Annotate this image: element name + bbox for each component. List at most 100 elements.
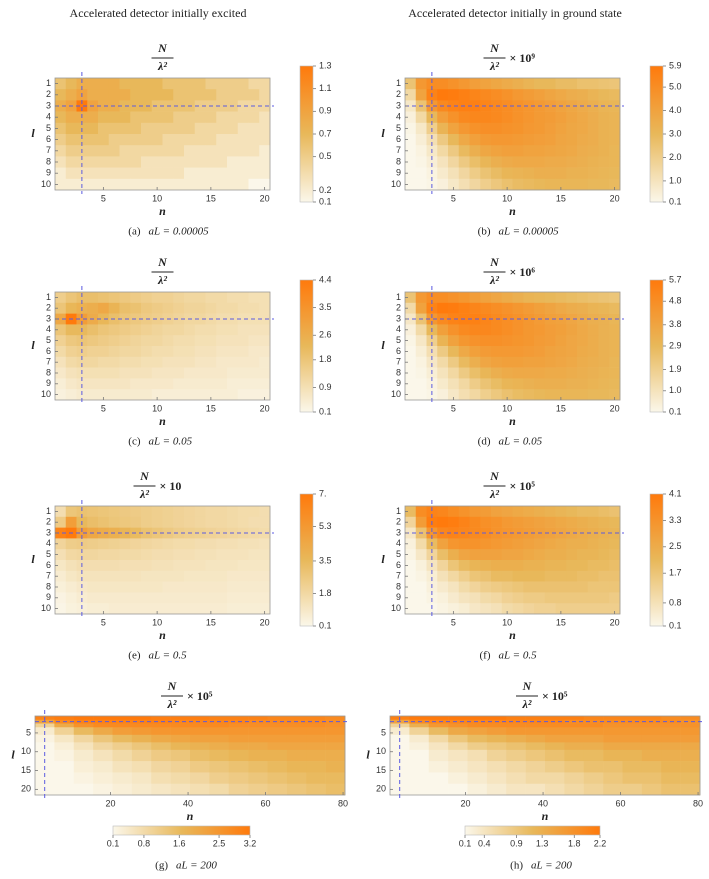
heat-cell: [259, 302, 271, 314]
heat-cell: [55, 134, 67, 146]
heat-cell: [205, 335, 217, 347]
y-tick-label: 6: [46, 134, 51, 144]
heat-cell: [209, 723, 230, 728]
heat-cell: [130, 549, 142, 561]
heat-cell: [448, 603, 460, 615]
heat-cell: [609, 592, 621, 604]
heat-cell: [55, 335, 67, 347]
heat-cell: [108, 560, 120, 572]
colorbar-tick-label: 1.6: [173, 838, 186, 848]
heat-cell: [141, 538, 153, 550]
heat-cell: [448, 302, 460, 314]
heat-cell: [448, 145, 460, 157]
heat-cell: [194, 178, 206, 191]
heat-cell: [491, 506, 503, 518]
heat-cell: [130, 581, 142, 593]
heat-cell: [55, 603, 67, 615]
heat-cell: [162, 292, 174, 304]
heat-cell: [566, 367, 578, 379]
heat-cell: [194, 122, 206, 135]
y-axis-label: l: [366, 747, 370, 761]
heat-cell: [577, 356, 589, 368]
heat-cell: [98, 178, 110, 191]
heat-cell: [112, 734, 133, 743]
heat-cell: [98, 167, 110, 180]
heat-cell: [415, 538, 427, 550]
heat-cell: [501, 560, 513, 572]
x-tick-label: 20: [610, 193, 620, 203]
heat-cell: [545, 716, 565, 721]
heat-cell: [130, 506, 142, 518]
heat-cell: [55, 538, 67, 550]
colorbar-tick-label: 1.8: [319, 354, 332, 364]
heat-cell: [205, 122, 217, 135]
heat-cell: [248, 734, 268, 743]
heat-cell: [437, 89, 449, 101]
colorbar-tick-label: 0.2: [319, 185, 332, 195]
heat-cell: [141, 516, 153, 528]
heat-cell: [437, 111, 449, 124]
heat-cell: [248, 516, 260, 528]
heat-cell: [65, 156, 77, 168]
heat-cell: [216, 178, 228, 191]
heat-cell: [598, 111, 610, 124]
heat-cell: [237, 570, 249, 582]
heat-cell: [184, 592, 196, 604]
heat-cell: [141, 292, 153, 304]
caption-text: aL = 0.05: [149, 436, 193, 448]
heat-cell: [405, 134, 417, 146]
heat-cell: [577, 378, 589, 390]
heat-cell: [194, 527, 206, 539]
y-tick-label: 1: [46, 292, 51, 302]
heat-cell: [428, 783, 449, 796]
title-numerator: N: [489, 469, 500, 483]
heat-cell: [98, 89, 110, 101]
colorbar-tick-label: 0.1: [319, 620, 332, 630]
heat-cell: [130, 389, 142, 401]
heat-cell: [259, 506, 271, 518]
heat-cell: [108, 292, 120, 304]
plot-frame: [404, 505, 621, 615]
heat-cell: [426, 378, 438, 390]
heat-cell: [458, 292, 470, 304]
heat-cell: [583, 742, 604, 751]
heat-cell: [523, 167, 535, 180]
heat-cell: [54, 723, 75, 728]
heat-cell: [141, 581, 153, 593]
heat-cell: [131, 772, 152, 785]
heat-cell: [577, 389, 589, 401]
caption-text: aL = 0.05: [499, 436, 543, 448]
heat-cell: [54, 727, 75, 736]
colorbar-tick-label: 1.9: [669, 364, 682, 374]
y-tick-label: 6: [396, 560, 401, 570]
title-factor: × 10⁹: [510, 51, 536, 65]
heat-cell: [73, 742, 94, 751]
heat-cell: [523, 122, 535, 135]
heat-cell: [248, 592, 260, 604]
heat-cell: [661, 727, 681, 736]
heat-cell: [205, 570, 217, 582]
column-header: Accelerated detector initially in ground…: [408, 6, 622, 20]
heat-cell: [566, 324, 578, 336]
heat-cell: [480, 570, 492, 582]
heat-cell: [65, 570, 77, 582]
heat-cell: [162, 134, 174, 146]
heat-cell: [162, 78, 174, 90]
colorbar-tick-label: 3.5: [319, 302, 332, 312]
heat-cell: [523, 178, 535, 191]
heat-cell: [409, 749, 430, 762]
heat-cell: [534, 335, 546, 347]
heat-cell: [227, 145, 239, 157]
heat-cell: [469, 560, 481, 572]
heat-cell: [512, 335, 524, 347]
x-tick-label: 10: [502, 403, 512, 413]
heat-cell: [259, 581, 271, 593]
heat-cell: [545, 742, 565, 751]
x-tick-label: 5: [451, 617, 456, 627]
heat-cell: [151, 167, 163, 180]
heat-cell: [437, 156, 449, 168]
heat-cell: [170, 772, 191, 785]
heat-cell: [587, 122, 599, 135]
heat-cell: [119, 538, 131, 550]
heat-cell: [405, 356, 417, 368]
